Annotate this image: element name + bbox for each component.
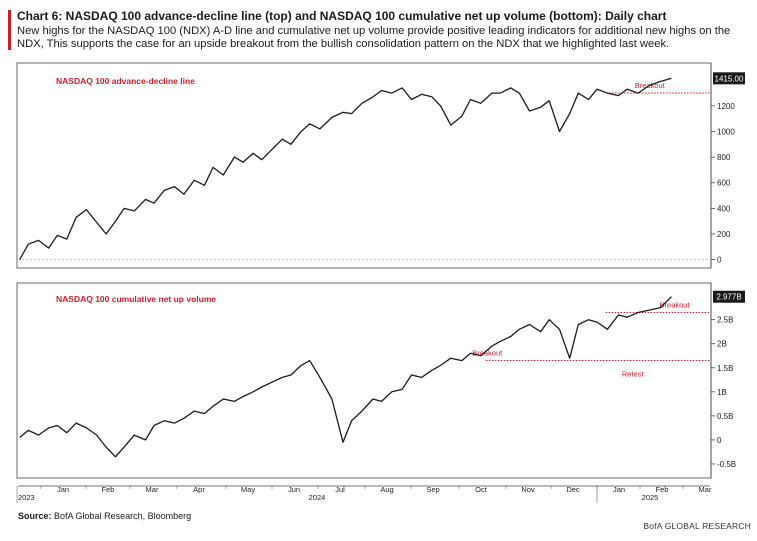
top-y-tick-label: 600	[717, 179, 731, 188]
bottom-y-tick-label: 0	[717, 436, 722, 445]
bottom-series-line	[19, 296, 672, 458]
x-year-label: 2023	[18, 493, 35, 502]
x-month-label: Apr	[193, 485, 205, 494]
bottom-panel-title: NASDAQ 100 cumulative net up volume	[56, 294, 216, 304]
bottom-breakout-label: Breakout	[472, 349, 503, 358]
bottom-breakout-label: Breakout	[660, 300, 691, 309]
bottom-y-tick-label: 0.5B	[717, 412, 733, 421]
bottom-series-group	[19, 296, 672, 458]
top-series-line	[19, 77, 672, 260]
bottom-last-value-label: 2.977B	[716, 293, 741, 302]
top-panel-title: NASDAQ 100 advance-decline line	[56, 76, 195, 86]
x-year-label: 2024	[309, 493, 326, 502]
source-note: Source: BofA Global Research, Bloomberg	[18, 511, 191, 521]
bottom-last-value-box	[713, 290, 745, 303]
x-month-label: Nov	[521, 485, 535, 494]
top-y-tick-label: 0	[717, 256, 722, 265]
x-year-label: 2025	[642, 493, 659, 502]
x-month-label: Dec	[566, 485, 580, 494]
top-y-tick-label: 1000	[717, 127, 735, 136]
x-month-label: Mar	[699, 485, 712, 494]
bottom-annotations: Breakout Retest Breakout	[472, 300, 710, 379]
x-month-label: Jan	[613, 485, 625, 494]
top-y-tick-label: 200	[717, 230, 731, 239]
bottom-y-tick-label: 2B	[717, 340, 727, 349]
x-month-label: Jul	[335, 485, 345, 494]
top-y-tick-label: 400	[717, 204, 731, 213]
top-last-value-label: 1415.00	[715, 74, 744, 83]
bottom-y-tick-label: 1.5B	[717, 364, 733, 373]
top-last-value-box	[713, 72, 745, 85]
bottom-y-tick-label: -0.5B	[717, 460, 736, 469]
x-month-label: Feb	[102, 485, 115, 494]
top-y-tick-label: 1200	[717, 102, 735, 111]
x-month-label: Mar	[146, 485, 159, 494]
bottom-y-tick-label: 2.5B	[717, 316, 733, 325]
x-month-label: Aug	[380, 485, 393, 494]
chart-subtitle: New highs for the NASDAQ 100 (NDX) A-D l…	[17, 25, 731, 50]
top-y-tick-label: 800	[717, 153, 731, 162]
bottom-retest-label: Retest	[622, 370, 645, 379]
x-month-label: Sep	[426, 485, 439, 494]
bottom-y-axis-ticks: -0.5B 0 0.5B 1B 1.5B 2B 2.5B	[711, 316, 736, 469]
source-text: BofA Global Research, Bloomberg	[54, 511, 192, 521]
title-accent-bar	[8, 10, 11, 50]
x-month-label: Feb	[656, 485, 669, 494]
source-label: Source:	[18, 511, 52, 521]
bottom-y-tick-label: 1B	[717, 388, 727, 397]
top-last-value: 1415.00	[713, 72, 745, 85]
x-month-label: Jan	[57, 485, 69, 494]
x-month-label: May	[241, 485, 255, 494]
x-month-label: Jun	[288, 485, 300, 494]
x-month-label: Oct	[475, 485, 488, 494]
bottom-last-value: 2.977B	[713, 290, 745, 303]
top-panel-frame	[16, 62, 712, 269]
top-annotations: Breakout	[18, 81, 710, 260]
top-y-axis-ticks: 0 200 400 600 800 1000 1200	[711, 102, 735, 265]
top-series-group	[19, 77, 672, 260]
brand-label: BofA GLOBAL RESEARCH	[643, 521, 751, 531]
x-axis: Jan Feb Mar Apr May Jun Jul Aug Sep Oct Nov Dec Jan F…	[16, 485, 712, 503]
chart-title: Chart 6: NASDAQ 100 advance-decline line…	[17, 9, 667, 23]
